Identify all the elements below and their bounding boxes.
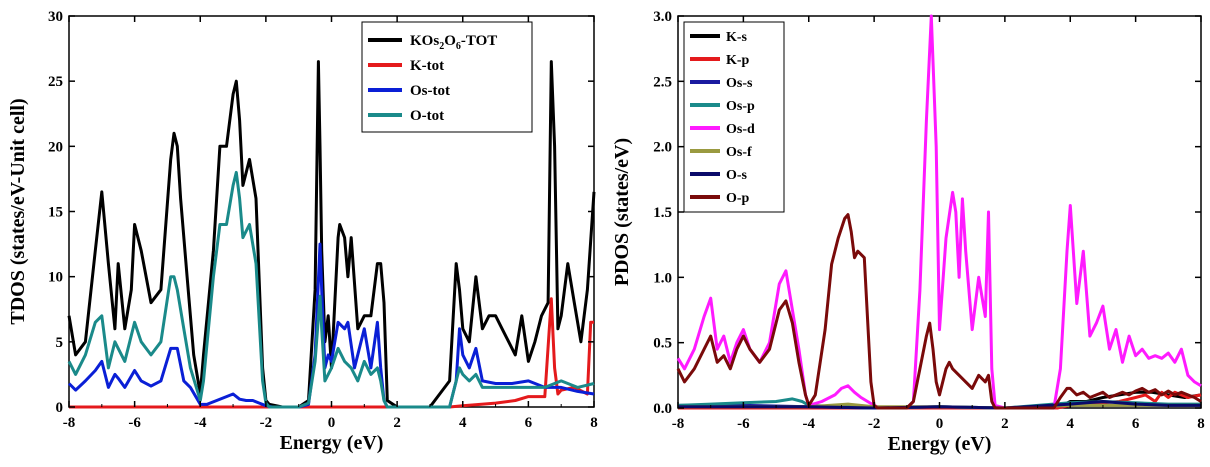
- y-tick-label: 30: [48, 9, 63, 25]
- series-line-os-d: [676, 14, 1202, 410]
- pdos-legend-label-os-p: Os-p: [726, 99, 755, 114]
- series-line-o-tot: [67, 170, 595, 409]
- pdos-legend-label-k-s: K-s: [726, 30, 748, 45]
- x-tick-label: 0: [328, 415, 336, 431]
- pdos-y-axis-label: PDOS (states/eV): [611, 138, 633, 286]
- y-tick-label: 1.5: [653, 205, 672, 221]
- y-tick-label: 0.0: [653, 401, 672, 417]
- x-tick-label: 6: [1132, 416, 1140, 432]
- pdos-legend-label-os-d: Os-d: [726, 122, 755, 137]
- series-line-kos2o6-tot: [67, 60, 596, 409]
- y-tick-label: 15: [48, 205, 63, 221]
- pdos-legend-label-o-s: O-s: [726, 168, 748, 183]
- x-tick-label: -4: [803, 416, 816, 432]
- tdos-x-axis-label: Energy (eV): [280, 432, 384, 454]
- legend-formula-tot: -TOT: [461, 33, 497, 49]
- y-tick-label: 0.5: [653, 336, 672, 352]
- tdos-chart: -8 -6 -4 -2 0 2 4 6 8 0 5 10 15 20 25 30 Energy (eV) TD…: [7, 9, 598, 454]
- y-tick-label: 10: [48, 270, 63, 286]
- pdos-legend-label-k-p: K-p: [726, 53, 750, 68]
- y-tick-label: 2.5: [653, 74, 672, 90]
- pdos-legend-label-os-f: Os-f: [726, 145, 752, 160]
- x-tick-label: -2: [868, 416, 881, 432]
- x-tick-label: 8: [1197, 416, 1205, 432]
- x-tick-label: 2: [393, 415, 401, 431]
- x-tick-label: -6: [128, 415, 141, 431]
- y-tick-label: 25: [48, 74, 63, 90]
- tdos-legend-label-o: O-tot: [410, 108, 444, 124]
- tdos-legend-label-k: K-tot: [410, 58, 444, 74]
- x-tick-label: 4: [1067, 416, 1075, 432]
- y-tick-label: 2.0: [653, 140, 672, 156]
- tdos-legend: KOs2O6-TOT K-tot Os-tot O-tot: [361, 21, 533, 133]
- x-tick-label: 8: [590, 415, 598, 431]
- legend-formula-kos: KOs: [410, 33, 439, 49]
- legend-formula-sub-6: 6: [456, 41, 461, 52]
- x-tick-label: 0: [936, 416, 944, 432]
- pdos-chart: -8 -6 -4 -2 0 2 4 6 8 0.0 0.5 1.0 1.5 2.0 2.5 3.0 Energ…: [611, 9, 1205, 455]
- tdos-legend-label-total: KOs2O6-TOT: [410, 33, 497, 52]
- x-tick-label: -8: [672, 416, 685, 432]
- pdos-legend-label-o-p: O-p: [726, 191, 750, 206]
- tdos-axis-ticks: -8 -6 -4 -2 0 2 4 6 8 0 5 10 15 20 25 30: [48, 9, 598, 431]
- legend-formula-o: O: [444, 33, 456, 49]
- pdos-axis-ticks: -8 -6 -4 -2 0 2 4 6 8 0.0 0.5 1.0 1.5 2.0 2.5 3.0: [653, 9, 1205, 432]
- pdos-legend: K-s K-p Os-s Os-p Os-d Os-f O-s O-p: [683, 21, 785, 213]
- x-tick-label: 6: [525, 415, 533, 431]
- tdos-legend-label-os: Os-tot: [410, 83, 450, 99]
- x-tick-label: -2: [260, 415, 273, 431]
- y-tick-label: 20: [48, 139, 63, 155]
- y-tick-label: 0: [56, 400, 64, 416]
- legend-formula-sub-2: 2: [439, 41, 444, 52]
- y-tick-label: 3.0: [653, 9, 672, 25]
- series-line-os-tot: [67, 242, 595, 409]
- y-tick-label: 1.0: [653, 270, 672, 286]
- x-tick-label: 4: [459, 415, 467, 431]
- pdos-legend-box: [683, 21, 785, 213]
- y-tick-label: 5: [56, 335, 64, 351]
- pdos-legend-label-os-s: Os-s: [726, 76, 753, 91]
- series-line-o-p: [676, 213, 1202, 410]
- tdos-y-axis-label: TDOS (states/eV-Unit cell): [7, 98, 29, 324]
- x-tick-label: 2: [1001, 416, 1009, 432]
- x-tick-label: -8: [63, 415, 76, 431]
- x-tick-label: -6: [737, 416, 750, 432]
- pdos-x-axis-label: Energy (eV): [888, 433, 992, 455]
- x-tick-label: -4: [194, 415, 207, 431]
